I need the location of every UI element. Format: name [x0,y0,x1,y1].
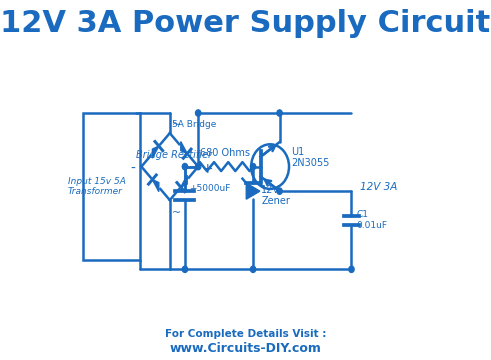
Text: 12V 3A: 12V 3A [360,182,397,192]
Text: 680 Ohms: 680 Ohms [200,148,250,158]
Circle shape [182,163,188,170]
Circle shape [250,163,256,170]
Polygon shape [152,146,159,158]
Text: +5000uF: +5000uF [190,184,231,193]
Polygon shape [181,175,187,187]
Text: Bridge Rectifier: Bridge Rectifier [136,150,212,161]
Text: ~: ~ [172,120,181,130]
Circle shape [349,266,354,273]
Polygon shape [181,141,187,154]
Circle shape [277,110,282,116]
Text: U1
2N3055: U1 2N3055 [291,147,329,168]
Polygon shape [152,180,159,192]
Text: 12V
Zener: 12V Zener [261,185,290,206]
Text: www.Circuits-DIY.com: www.Circuits-DIY.com [169,342,322,355]
Circle shape [195,110,201,116]
Text: ~: ~ [172,208,181,218]
Circle shape [182,266,188,273]
Text: C1
0.01uF: C1 0.01uF [356,211,387,230]
Text: For Complete Details Visit :: For Complete Details Visit : [165,329,326,339]
Text: 5A Bridge: 5A Bridge [172,120,216,129]
Circle shape [195,163,201,170]
Polygon shape [246,183,260,199]
Text: +: + [201,162,213,176]
Text: -: - [131,162,136,176]
Circle shape [250,266,256,273]
Text: 12V 3A Power Supply Circuit: 12V 3A Power Supply Circuit [0,9,491,38]
Circle shape [277,188,282,194]
Text: Input 15v 5A
Transformer: Input 15v 5A Transformer [68,177,126,197]
Bar [83,113,139,260]
